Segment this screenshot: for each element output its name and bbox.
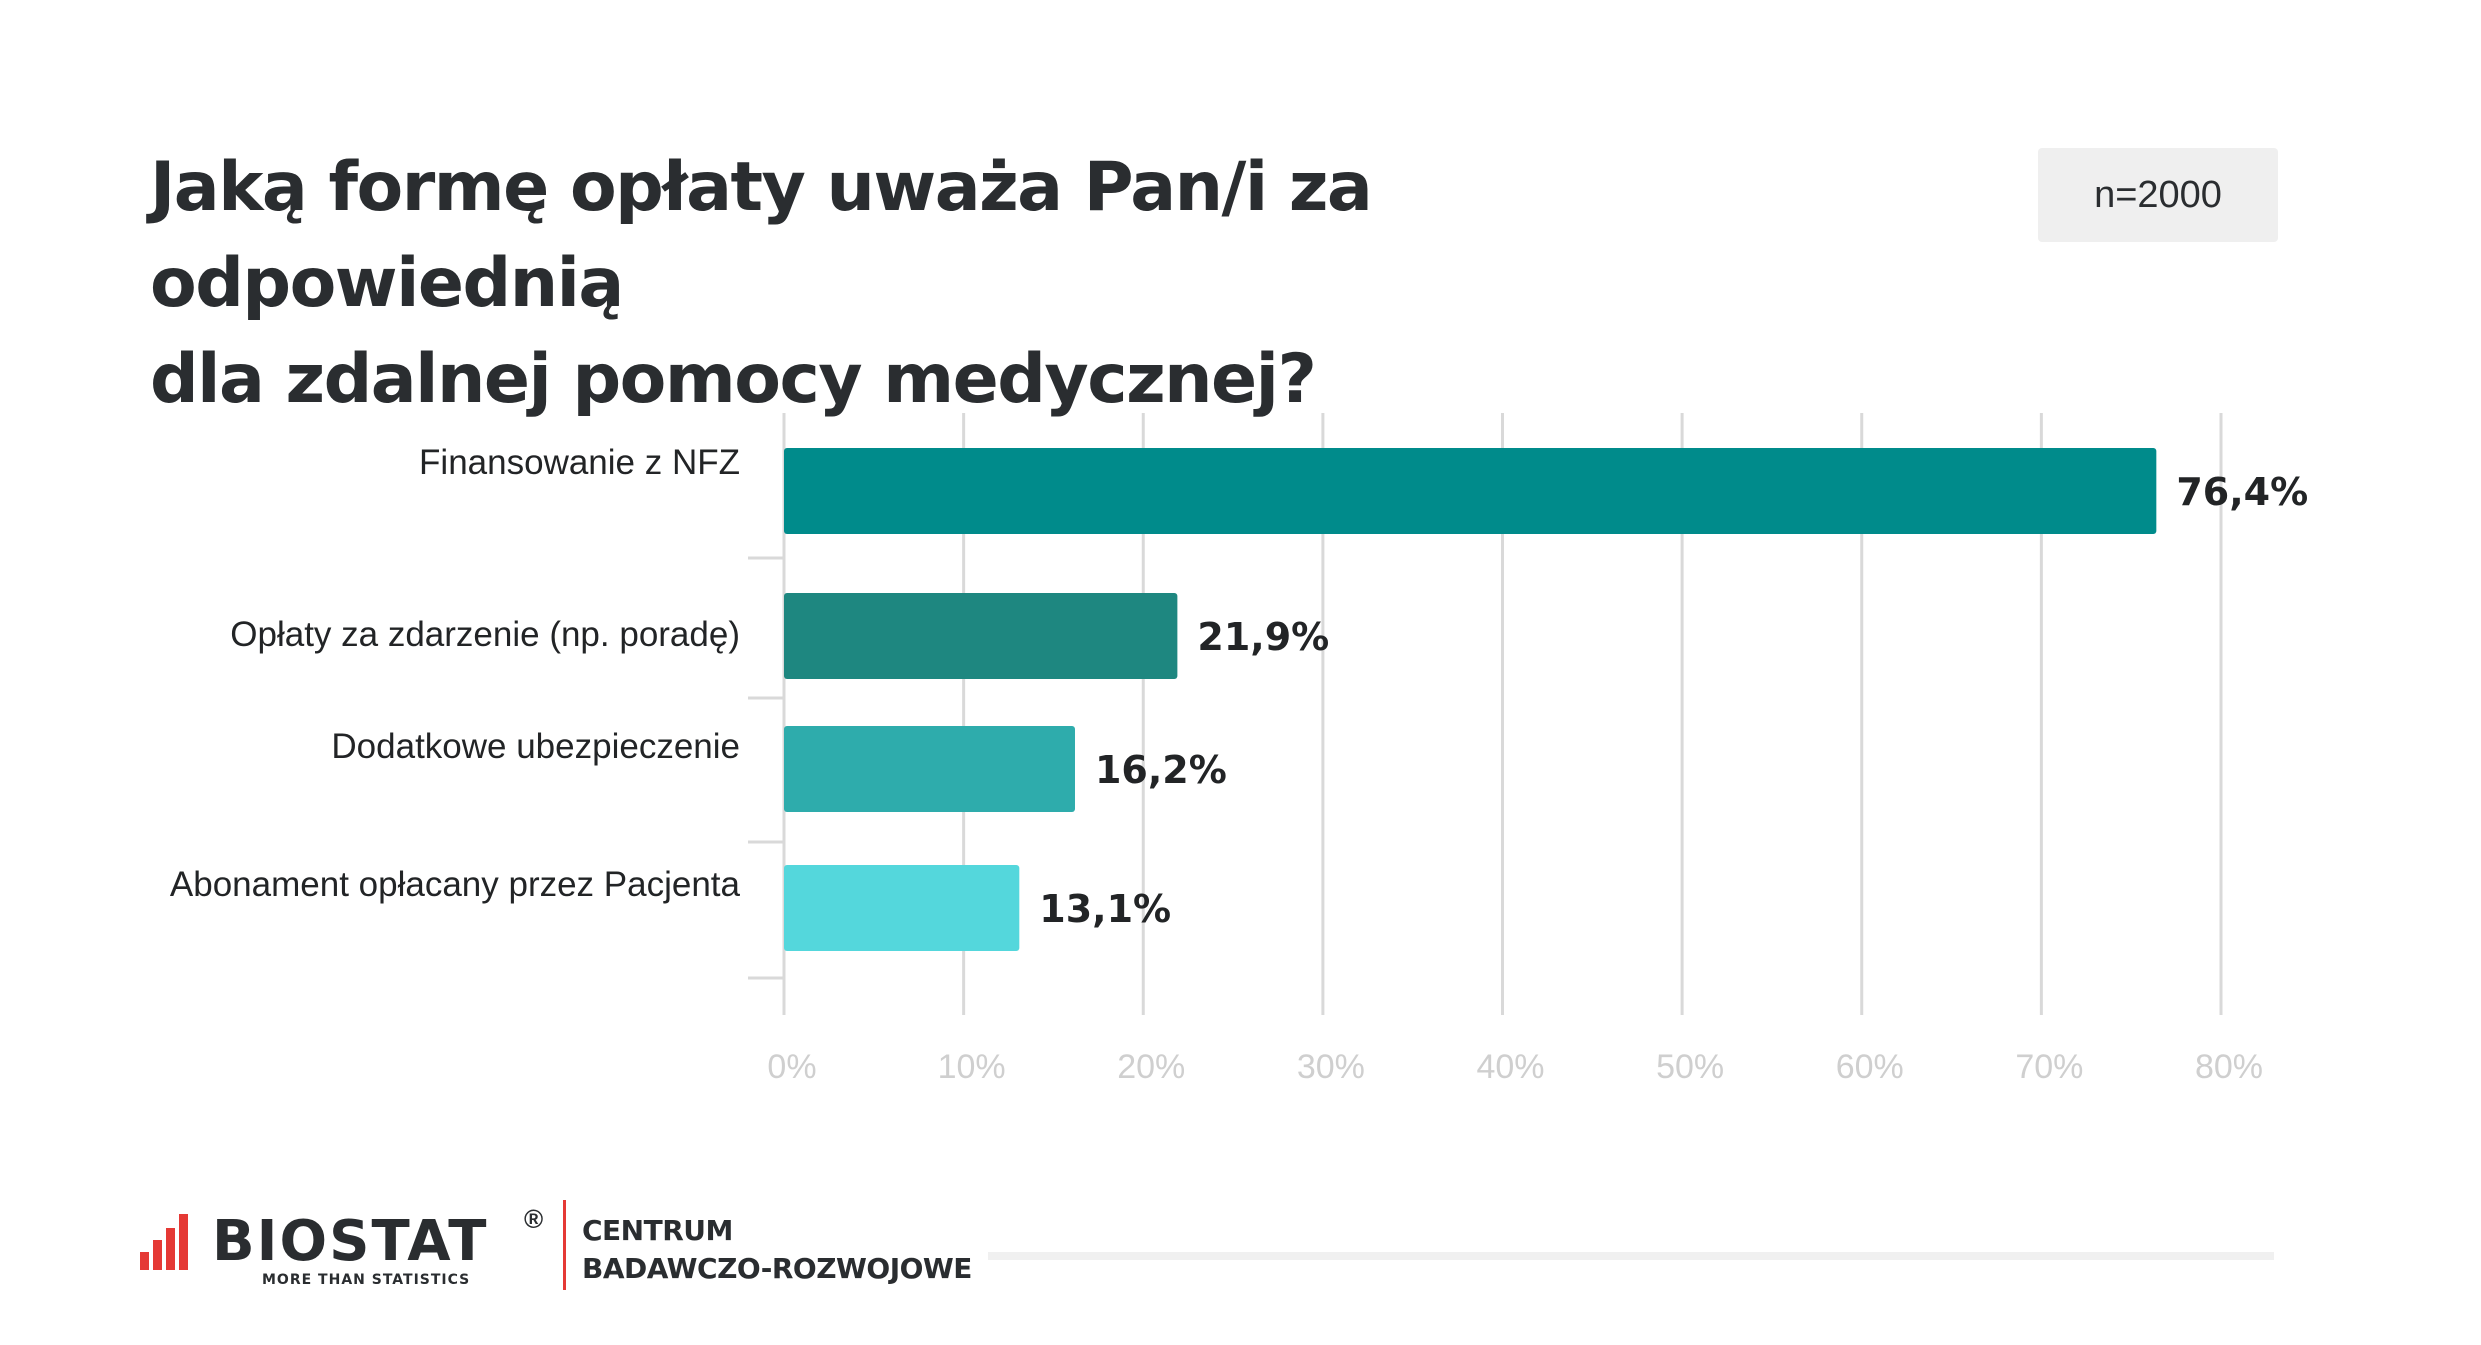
footer-divider bbox=[563, 1200, 566, 1290]
category-label: Abonament opłacany przez Pacjenta bbox=[170, 865, 741, 904]
chart-title-line-2: dla zdalnej pomocy medycznej? bbox=[150, 340, 1317, 419]
research-unit-line-2: BADAWCZO-ROZWOJOWE bbox=[582, 1252, 972, 1285]
bar-chart-logo-icon bbox=[140, 1214, 188, 1270]
x-tick-label: 30% bbox=[1297, 1048, 1365, 1086]
bar bbox=[784, 726, 1075, 812]
x-tick-label: 40% bbox=[1476, 1048, 1544, 1086]
category-label: Dodatkowe ubezpieczenie bbox=[331, 727, 740, 766]
x-tick-label: 60% bbox=[1836, 1048, 1904, 1086]
chart-title-line-1: Jaką formę opłaty uważa Pan/i za odpowie… bbox=[150, 148, 1373, 323]
value-label: 16,2% bbox=[1095, 748, 1227, 792]
chart-title: Jaką formę opłaty uważa Pan/i za odpowie… bbox=[150, 140, 1850, 428]
category-label: Opłaty za zdarzenie (np. poradę) bbox=[230, 615, 740, 654]
bar bbox=[784, 593, 1178, 679]
value-label: 21,9% bbox=[1197, 615, 1329, 659]
value-label: 76,4% bbox=[2176, 470, 2308, 514]
footer-rule bbox=[988, 1252, 2274, 1260]
logo-bar-3 bbox=[166, 1228, 175, 1270]
research-unit-name: CENTRUM BADAWCZO-ROZWOJOWE bbox=[582, 1212, 972, 1288]
logo-bar-4 bbox=[179, 1214, 188, 1270]
x-tick-label: 10% bbox=[938, 1048, 1006, 1086]
x-tick-label: 50% bbox=[1656, 1048, 1724, 1086]
registered-mark: ® bbox=[524, 1204, 544, 1234]
research-unit-line-1: CENTRUM bbox=[582, 1214, 733, 1247]
sample-size-badge: n=2000 bbox=[2038, 148, 2278, 242]
x-tick-label: 70% bbox=[2015, 1048, 2083, 1086]
brand-tagline: MORE THAN STATISTICS bbox=[262, 1272, 471, 1288]
x-tick-label: 0% bbox=[767, 1048, 816, 1086]
value-label: 13,1% bbox=[1039, 887, 1171, 931]
bar bbox=[784, 448, 2157, 534]
logo-bar-2 bbox=[153, 1240, 162, 1270]
brand-logo: BIOSTAT bbox=[212, 1209, 489, 1274]
logo-bar-1 bbox=[140, 1252, 149, 1270]
category-label: Finansowanie z NFZ bbox=[419, 443, 740, 482]
x-tick-label: 80% bbox=[2195, 1048, 2263, 1086]
x-tick-label: 20% bbox=[1117, 1048, 1185, 1086]
bar bbox=[784, 865, 1020, 951]
